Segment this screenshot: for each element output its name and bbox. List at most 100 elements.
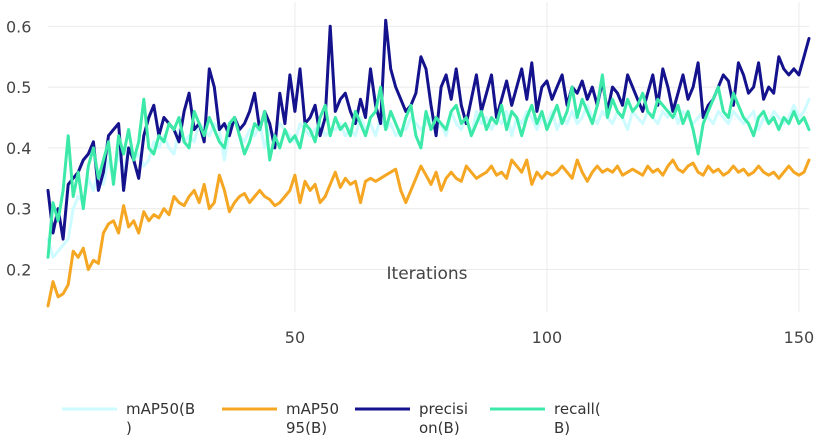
data-point: [793, 171, 795, 174]
data-point: [223, 147, 226, 149]
data-point: [687, 98, 689, 101]
data-point: [173, 195, 175, 198]
data-point: [757, 116, 760, 119]
data-point: [692, 162, 694, 165]
data-point: [183, 204, 186, 207]
data-point: [349, 134, 352, 137]
data-point: [339, 122, 342, 125]
data-point: [616, 110, 619, 113]
data-point: [561, 165, 563, 168]
data-point: [72, 250, 75, 253]
data-point: [515, 116, 518, 119]
data-point: [208, 134, 211, 137]
data-point: [203, 183, 206, 186]
data-point: [606, 168, 609, 171]
data-point: [344, 134, 347, 137]
data-point: [692, 128, 694, 131]
data-point: [601, 110, 604, 113]
data-point: [203, 140, 206, 143]
data-point: [581, 98, 584, 101]
data-point: [641, 110, 644, 113]
legend[interactable]: mAP50(B) mAP50 95(B) precisi on(B) recall(B): [62, 400, 601, 437]
data-point: [203, 134, 206, 137]
data-point: [112, 183, 115, 186]
data-point: [762, 98, 765, 101]
data-point: [112, 219, 115, 222]
data-point: [742, 116, 745, 119]
data-point: [142, 134, 145, 137]
data-point: [510, 134, 513, 137]
data-point: [425, 110, 427, 113]
data-point: [631, 110, 634, 113]
data-point: [223, 159, 226, 161]
data-point: [697, 153, 699, 155]
data-point: [722, 110, 725, 113]
data-point: [117, 122, 120, 125]
data-point: [309, 128, 311, 131]
data-point: [299, 68, 301, 70]
data-point: [299, 201, 301, 204]
legend-item-0[interactable]: mAP50(B): [62, 400, 195, 437]
data-point: [571, 86, 573, 88]
data-point: [420, 55, 422, 58]
data-point: [692, 86, 694, 88]
data-point: [430, 183, 432, 186]
data-point: [87, 268, 90, 271]
data-point: [596, 104, 599, 107]
data-point: [707, 165, 710, 168]
data-point: [546, 128, 548, 131]
data-point: [661, 110, 664, 113]
data-point: [334, 110, 337, 113]
data-point: [591, 171, 594, 174]
data-point: [213, 128, 216, 131]
data-point: [581, 80, 584, 82]
data-point: [465, 116, 468, 119]
data-point: [238, 195, 241, 198]
data-point: [329, 183, 332, 186]
data-point: [465, 165, 468, 168]
data-point: [546, 80, 548, 82]
data-point: [62, 238, 64, 241]
legend-label: mAP50 95(B): [286, 400, 339, 437]
data-point: [132, 219, 135, 222]
data-point: [682, 74, 684, 76]
data-point: [213, 122, 216, 125]
data-point: [490, 128, 493, 131]
data-point: [158, 147, 160, 149]
legend-item-2[interactable]: precisi on(B): [355, 400, 468, 437]
data-point: [667, 86, 669, 88]
data-point: [808, 159, 810, 161]
data-point: [314, 104, 316, 107]
data-point: [793, 68, 795, 70]
data-point: [122, 189, 125, 192]
data-point: [510, 104, 513, 107]
data-point: [248, 110, 251, 113]
legend-item-3[interactable]: recall(B): [490, 400, 601, 437]
data-point: [727, 116, 730, 119]
y-tick-label: 0.2: [6, 260, 31, 279]
data-point: [127, 226, 130, 228]
data-point: [798, 74, 800, 76]
data-point: [561, 74, 563, 76]
data-point: [314, 183, 316, 186]
data-point: [374, 134, 377, 137]
series-lines: [46, 18, 811, 308]
data-point: [591, 122, 594, 125]
data-point: [339, 98, 342, 101]
data-point: [480, 122, 483, 125]
data-point: [339, 186, 342, 189]
data-point: [354, 180, 357, 183]
data-point: [677, 104, 679, 107]
data-point: [52, 256, 54, 259]
legend-item-1[interactable]: mAP50 95(B): [222, 400, 339, 437]
data-point: [77, 171, 80, 174]
data-point: [767, 122, 770, 125]
data-point: [309, 116, 311, 119]
data-point: [687, 165, 689, 168]
data-point: [198, 201, 201, 204]
data-point: [541, 86, 543, 88]
data-point: [314, 140, 316, 143]
data-point: [510, 110, 513, 113]
data-point: [455, 104, 458, 107]
data-point: [626, 74, 629, 76]
